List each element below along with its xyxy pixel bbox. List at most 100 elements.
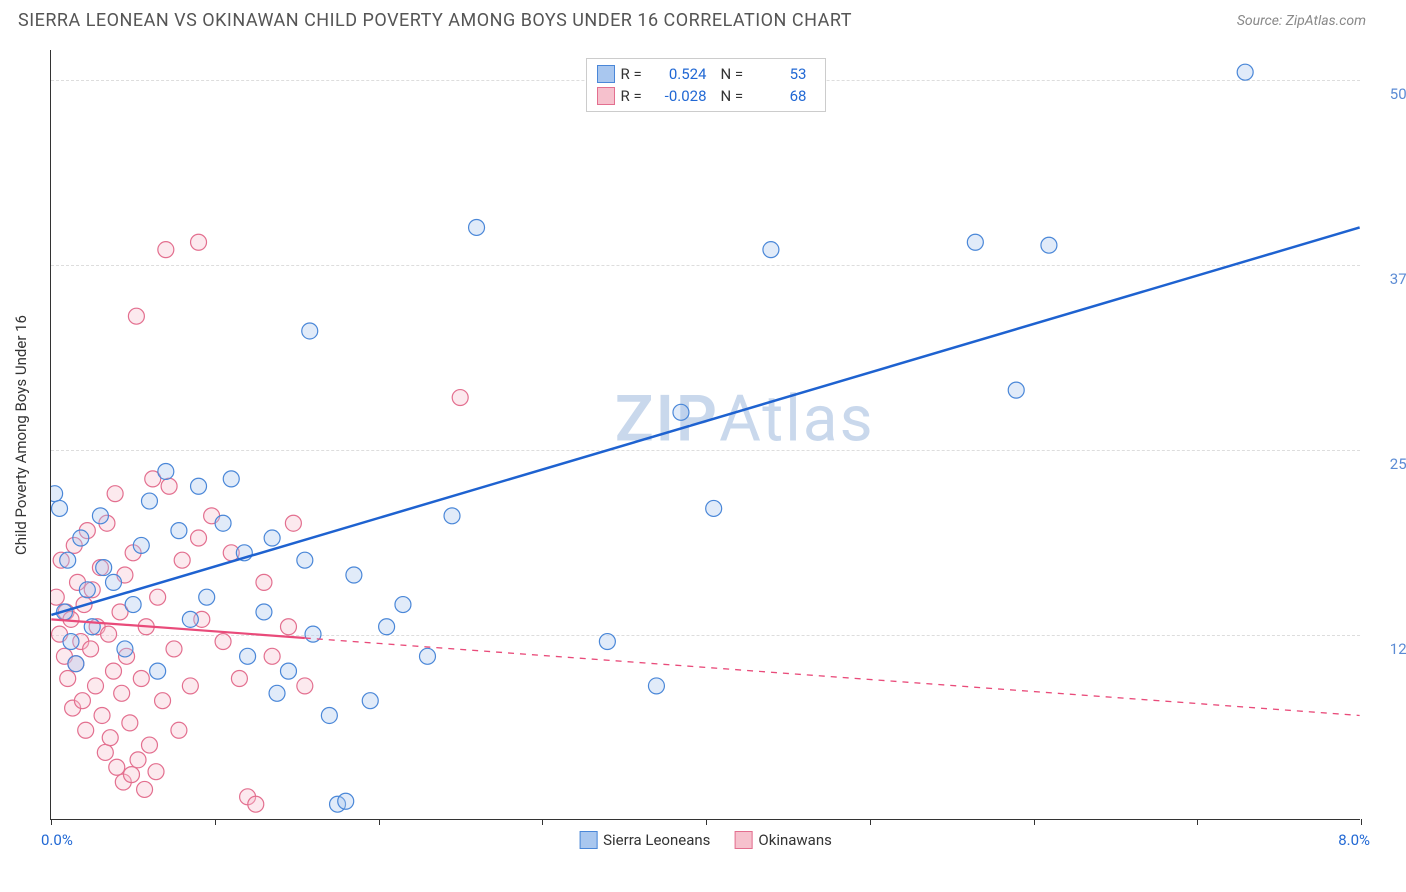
scatter-point-sierra [79,582,95,598]
scatter-point-okinawa [123,767,139,783]
scatter-point-okinawa [248,796,264,812]
swatch-sierra [597,65,615,83]
legend-R-sierra: 0.524 [655,63,715,85]
scatter-point-okinawa [74,693,90,709]
scatter-point-sierra [648,678,664,694]
scatter-point-sierra [63,634,79,650]
scatter-point-sierra [199,589,215,605]
scatter-point-okinawa [130,752,146,768]
scatter-point-okinawa [161,478,177,494]
legend-N-okinawa: 68 [755,85,815,107]
scatter-point-okinawa [60,671,76,687]
scatter-point-sierra [51,486,63,502]
scatter-point-okinawa [231,671,247,687]
legend-N-label: N = [721,85,749,107]
scatter-point-sierra [338,793,354,809]
scatter-point-sierra [73,530,89,546]
scatter-point-okinawa [114,685,130,701]
scatter-point-okinawa [137,781,153,797]
scatter-point-sierra [215,515,231,531]
scatter-point-sierra [1041,237,1057,253]
y-tick-label: 50.0% [1370,85,1406,103]
legend-row-sierra: R = 0.524 N = 53 [597,63,815,85]
scatter-point-okinawa [182,678,198,694]
scatter-point-okinawa [215,634,231,650]
y-tick-label: 25.0% [1370,455,1406,473]
scatter-point-sierra [302,323,318,339]
scatter-point-sierra [117,641,133,657]
scatter-point-okinawa [158,242,174,258]
scatter-point-sierra [125,597,141,613]
scatter-point-okinawa [102,730,118,746]
scatter-point-sierra [96,560,112,576]
source-prefix: Source: [1237,13,1286,29]
scatter-point-okinawa [174,552,190,568]
scatter-point-sierra [92,508,108,524]
scatter-point-sierra [223,471,239,487]
scatter-point-okinawa [78,722,94,738]
scatter-point-sierra [297,552,313,568]
trend-line-sierra [51,227,1359,614]
scatter-point-okinawa [122,715,138,731]
scatter-point-sierra [52,500,68,516]
scatter-point-sierra [171,523,187,539]
scatter-point-okinawa [297,678,313,694]
scatter-point-okinawa [191,530,207,546]
scatter-point-sierra [379,619,395,635]
scatter-point-sierra [673,404,689,420]
scatter-point-okinawa [452,390,468,406]
scatter-point-okinawa [256,574,272,590]
x-axis-max-label: 8.0% [1338,831,1370,849]
scatter-point-okinawa [191,234,207,250]
scatter-point-okinawa [94,707,110,723]
swatch-sierra-icon [579,831,597,849]
scatter-point-okinawa [88,678,104,694]
scatter-point-okinawa [51,589,64,605]
series-legend-sierra: Sierra Leoneans [579,831,710,849]
scatter-point-okinawa [264,648,280,664]
scatter-point-sierra [706,500,722,516]
scatter-point-sierra [1237,64,1253,80]
swatch-okinawa-icon [734,831,752,849]
source-name: ZipAtlas.com [1286,13,1366,29]
scatter-point-sierra [256,604,272,620]
scatter-point-sierra [469,219,485,235]
legend-R-label: R = [621,63,649,85]
scatter-point-sierra [305,626,321,642]
scatter-point-sierra [362,693,378,709]
swatch-okinawa [597,87,615,105]
legend-R-label: R = [621,85,649,107]
scatter-point-okinawa [83,641,99,657]
series-name-sierra: Sierra Leoneans [603,831,710,849]
scatter-point-sierra [269,685,285,701]
series-name-okinawa: Okinawans [758,831,831,849]
scatter-point-sierra [150,663,166,679]
scatter-point-okinawa [101,626,117,642]
scatter-point-sierra [141,493,157,509]
scatter-point-sierra [419,648,435,664]
series-legend-okinawa: Okinawans [734,831,831,849]
scatter-point-okinawa [109,759,125,775]
scatter-point-okinawa [155,693,171,709]
scatter-point-okinawa [106,663,122,679]
chart-plot-area: Child Poverty Among Boys Under 16 12.5%2… [50,50,1360,820]
scatter-point-sierra [240,648,256,664]
y-axis-label: Child Poverty Among Boys Under 16 [12,315,30,555]
scatter-point-sierra [60,552,76,568]
y-tick-label: 12.5% [1370,640,1406,658]
legend-row-okinawa: R = -0.028 N = 68 [597,85,815,107]
scatter-point-sierra [280,663,296,679]
scatter-point-okinawa [97,744,113,760]
scatter-point-sierra [967,234,983,250]
scatter-point-okinawa [133,671,149,687]
scatter-point-sierra [763,242,779,258]
scatter-point-sierra [264,530,280,546]
y-tick-label: 37.5% [1370,270,1406,288]
scatter-point-sierra [191,478,207,494]
scatter-point-sierra [182,611,198,627]
scatter-point-okinawa [148,764,164,780]
scatter-point-sierra [444,508,460,524]
scatter-point-sierra [599,634,615,650]
scatter-point-okinawa [128,308,144,324]
correlation-legend: R = 0.524 N = 53 R = -0.028 N = 68 [586,58,826,112]
